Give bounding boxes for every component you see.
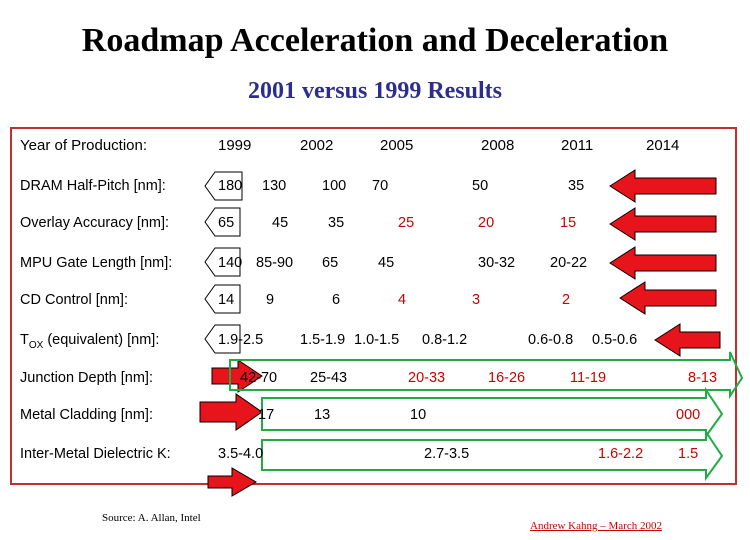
cell-value: 20-33 (408, 370, 446, 386)
cell-value: 70 (372, 178, 389, 194)
cell-value: 45 (272, 215, 289, 231)
red-left-arrow-icon (609, 246, 717, 280)
green-right-arrow-icon (261, 428, 724, 482)
cell-value: 0.8-1.2 (422, 332, 468, 348)
cell-value: 0.5-0.6 (592, 332, 638, 348)
cell-value: 2 (562, 292, 571, 308)
row-label-tox-sub: OX (28, 339, 44, 351)
page-title: Roadmap Acceleration and Deceleration (81, 22, 669, 59)
year-2014: 2014 (646, 137, 680, 154)
left-pointer-icon (204, 324, 241, 354)
cell-value: 20 (478, 215, 495, 231)
green-right-arrow-icon (261, 386, 724, 440)
cell-value: 35 (328, 215, 345, 231)
year-2008: 2008 (481, 137, 515, 154)
cell-value: 65 (218, 215, 235, 231)
red-left-arrow-icon (654, 323, 721, 357)
cell-value: 000 (676, 407, 701, 423)
cell-value: 4 (398, 292, 407, 308)
cell-value: 100 (322, 178, 347, 194)
cell-value: 0.6-0.8 (528, 332, 574, 348)
left-pointer-icon (204, 247, 241, 277)
cell-value: 1.0-1.5 (354, 332, 400, 348)
cell-value: 1.5-1.9 (300, 332, 346, 348)
red-left-arrow-icon (609, 207, 717, 241)
cell-value: 2.7-3.5 (424, 446, 470, 462)
roadmap-frame (10, 127, 737, 485)
cell-value: 140 (218, 255, 243, 271)
year-2002: 2002 (300, 137, 334, 154)
row-label-tox: TOX (equivalent) [nm]: (20, 332, 159, 351)
red-right-arrow-icon (199, 393, 263, 431)
cell-value: 3 (472, 292, 481, 308)
cell-value: 11-19 (570, 370, 607, 386)
row-label-cd: CD Control [nm]: (20, 292, 128, 308)
red-right-arrow-icon (211, 359, 263, 393)
cell-value: 13 (314, 407, 331, 423)
row-label-tox-main: T (20, 332, 29, 348)
row-label-tox-rest: (equivalent) [nm]: (43, 332, 160, 348)
row-label-cladding: Metal Cladding [nm]: (20, 407, 153, 423)
green-right-arrow-icon (229, 351, 744, 400)
cell-value: 16-26 (488, 370, 526, 386)
cell-value: 42-70 (240, 370, 278, 386)
cell-value: 130 (262, 178, 287, 194)
row-label-dram: DRAM Half-Pitch [nm]: (20, 178, 166, 194)
left-pointer-icon (204, 171, 243, 201)
cell-value: 10 (410, 407, 427, 423)
cell-value: 50 (472, 178, 489, 194)
cell-value: 15 (560, 215, 577, 231)
row-label-mpu: MPU Gate Length [nm]: (20, 255, 173, 271)
cell-value: 65 (322, 255, 339, 271)
row-label-dielectric: Inter-Metal Dielectric K: (20, 446, 171, 462)
cell-value: 1.9-2.5 (218, 332, 264, 348)
cell-value: 20-22 (550, 255, 588, 271)
cell-value: 35 (568, 178, 585, 194)
cell-value: 45 (378, 255, 395, 271)
cell-value: 17 (258, 407, 275, 423)
row-label-junction: Junction Depth [nm]: (20, 370, 153, 386)
cell-value: 180 (218, 178, 243, 194)
cell-value: 8-13 (688, 370, 718, 386)
red-left-arrow-icon (619, 281, 717, 315)
left-pointer-icon (204, 284, 241, 314)
red-left-arrow-icon (609, 169, 717, 203)
source-note: Source: A. Allan, Intel (102, 512, 201, 524)
page-subtitle: 2001 versus 1999 Results (247, 78, 502, 104)
cell-value: 85-90 (256, 255, 294, 271)
red-right-arrow-icon (207, 467, 257, 497)
cell-value: 25-43 (310, 370, 348, 386)
cell-value: 14 (218, 292, 235, 308)
author-credit: Andrew Kahng – March 2002 (530, 520, 662, 532)
year-label: Year of Production: (20, 137, 148, 154)
cell-value: 1.5 (678, 446, 699, 462)
cell-value: 30-32 (478, 255, 516, 271)
cell-value: 6 (332, 292, 341, 308)
cell-value: 1.6-2.2 (598, 446, 644, 462)
year-1999: 1999 (218, 137, 252, 154)
left-pointer-icon (204, 207, 241, 237)
cell-value: 9 (266, 292, 275, 308)
year-2011: 2011 (561, 137, 594, 154)
cell-value: 3.5-4.0 (218, 446, 264, 462)
cell-value: 25 (398, 215, 415, 231)
row-label-overlay: Overlay Accuracy [nm]: (20, 215, 170, 231)
year-2005: 2005 (380, 137, 414, 154)
